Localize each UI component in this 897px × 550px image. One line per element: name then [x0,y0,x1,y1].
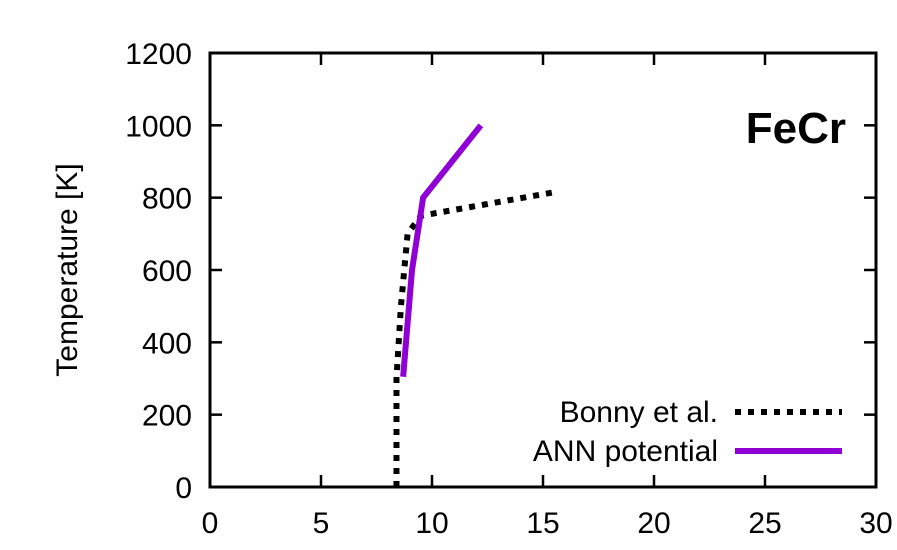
y-tick-label: 200 [142,400,192,433]
y-tick-label: 0 [175,472,192,505]
y-tick-label: 600 [142,255,192,288]
y-tick-label: 400 [142,327,192,360]
legend: Bonny et al. ANN potential [533,396,842,468]
y-tick-label: 800 [142,183,192,216]
y-tick-label: 1000 [125,110,192,143]
x-tick-label: 30 [859,507,892,540]
legend-label-0: Bonny et al. [560,396,718,429]
x-tick-label: 25 [748,507,781,540]
series-group [393,123,555,487]
y-tick-label: 1200 [125,38,192,71]
x-tick-label: 20 [637,507,670,540]
x-tick-label: 5 [313,507,330,540]
x-tick-label: 15 [526,507,559,540]
x-tick-label: 10 [415,507,448,540]
y-axis-label: Temperature [K] [51,163,84,376]
fecr-annotation: FeCr [746,104,846,153]
axis-ticks: 0 5 10 15 20 25 30 0 200 400 600 800 1000 1200 [125,38,892,540]
x-tick-label: 0 [202,507,219,540]
legend-label-1: ANN potential [533,435,718,468]
series-line-1 [400,123,484,377]
